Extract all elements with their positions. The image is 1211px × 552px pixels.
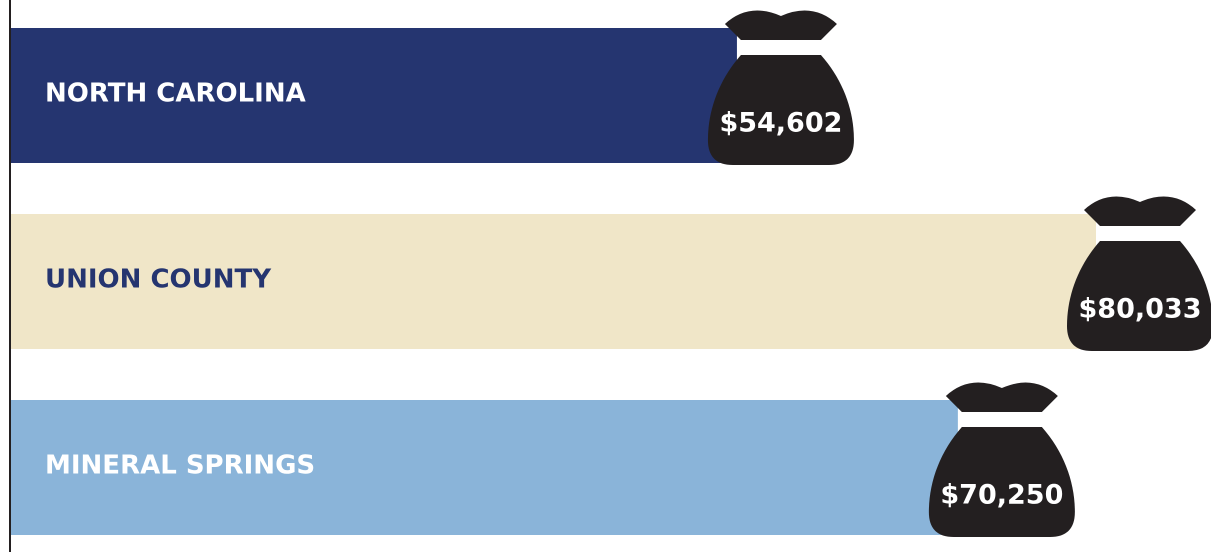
money-bag-body (928, 427, 1075, 537)
money-bag-knot (1084, 196, 1196, 226)
value-label: $54,602 (719, 108, 842, 139)
money-bag-body (707, 55, 854, 165)
bar (11, 28, 737, 163)
value-label: $80,033 (1079, 294, 1202, 325)
bar (11, 400, 958, 535)
category-label: UNION COUNTY (45, 265, 272, 295)
money-bag-body (1067, 241, 1211, 351)
category-label: MINERAL SPRINGS (45, 451, 315, 481)
bar (11, 214, 1096, 349)
money-bag-knot (724, 10, 837, 40)
value-label: $70,250 (940, 480, 1063, 511)
category-label: NORTH CAROLINA (45, 79, 306, 109)
money-bag-knot (945, 382, 1058, 412)
